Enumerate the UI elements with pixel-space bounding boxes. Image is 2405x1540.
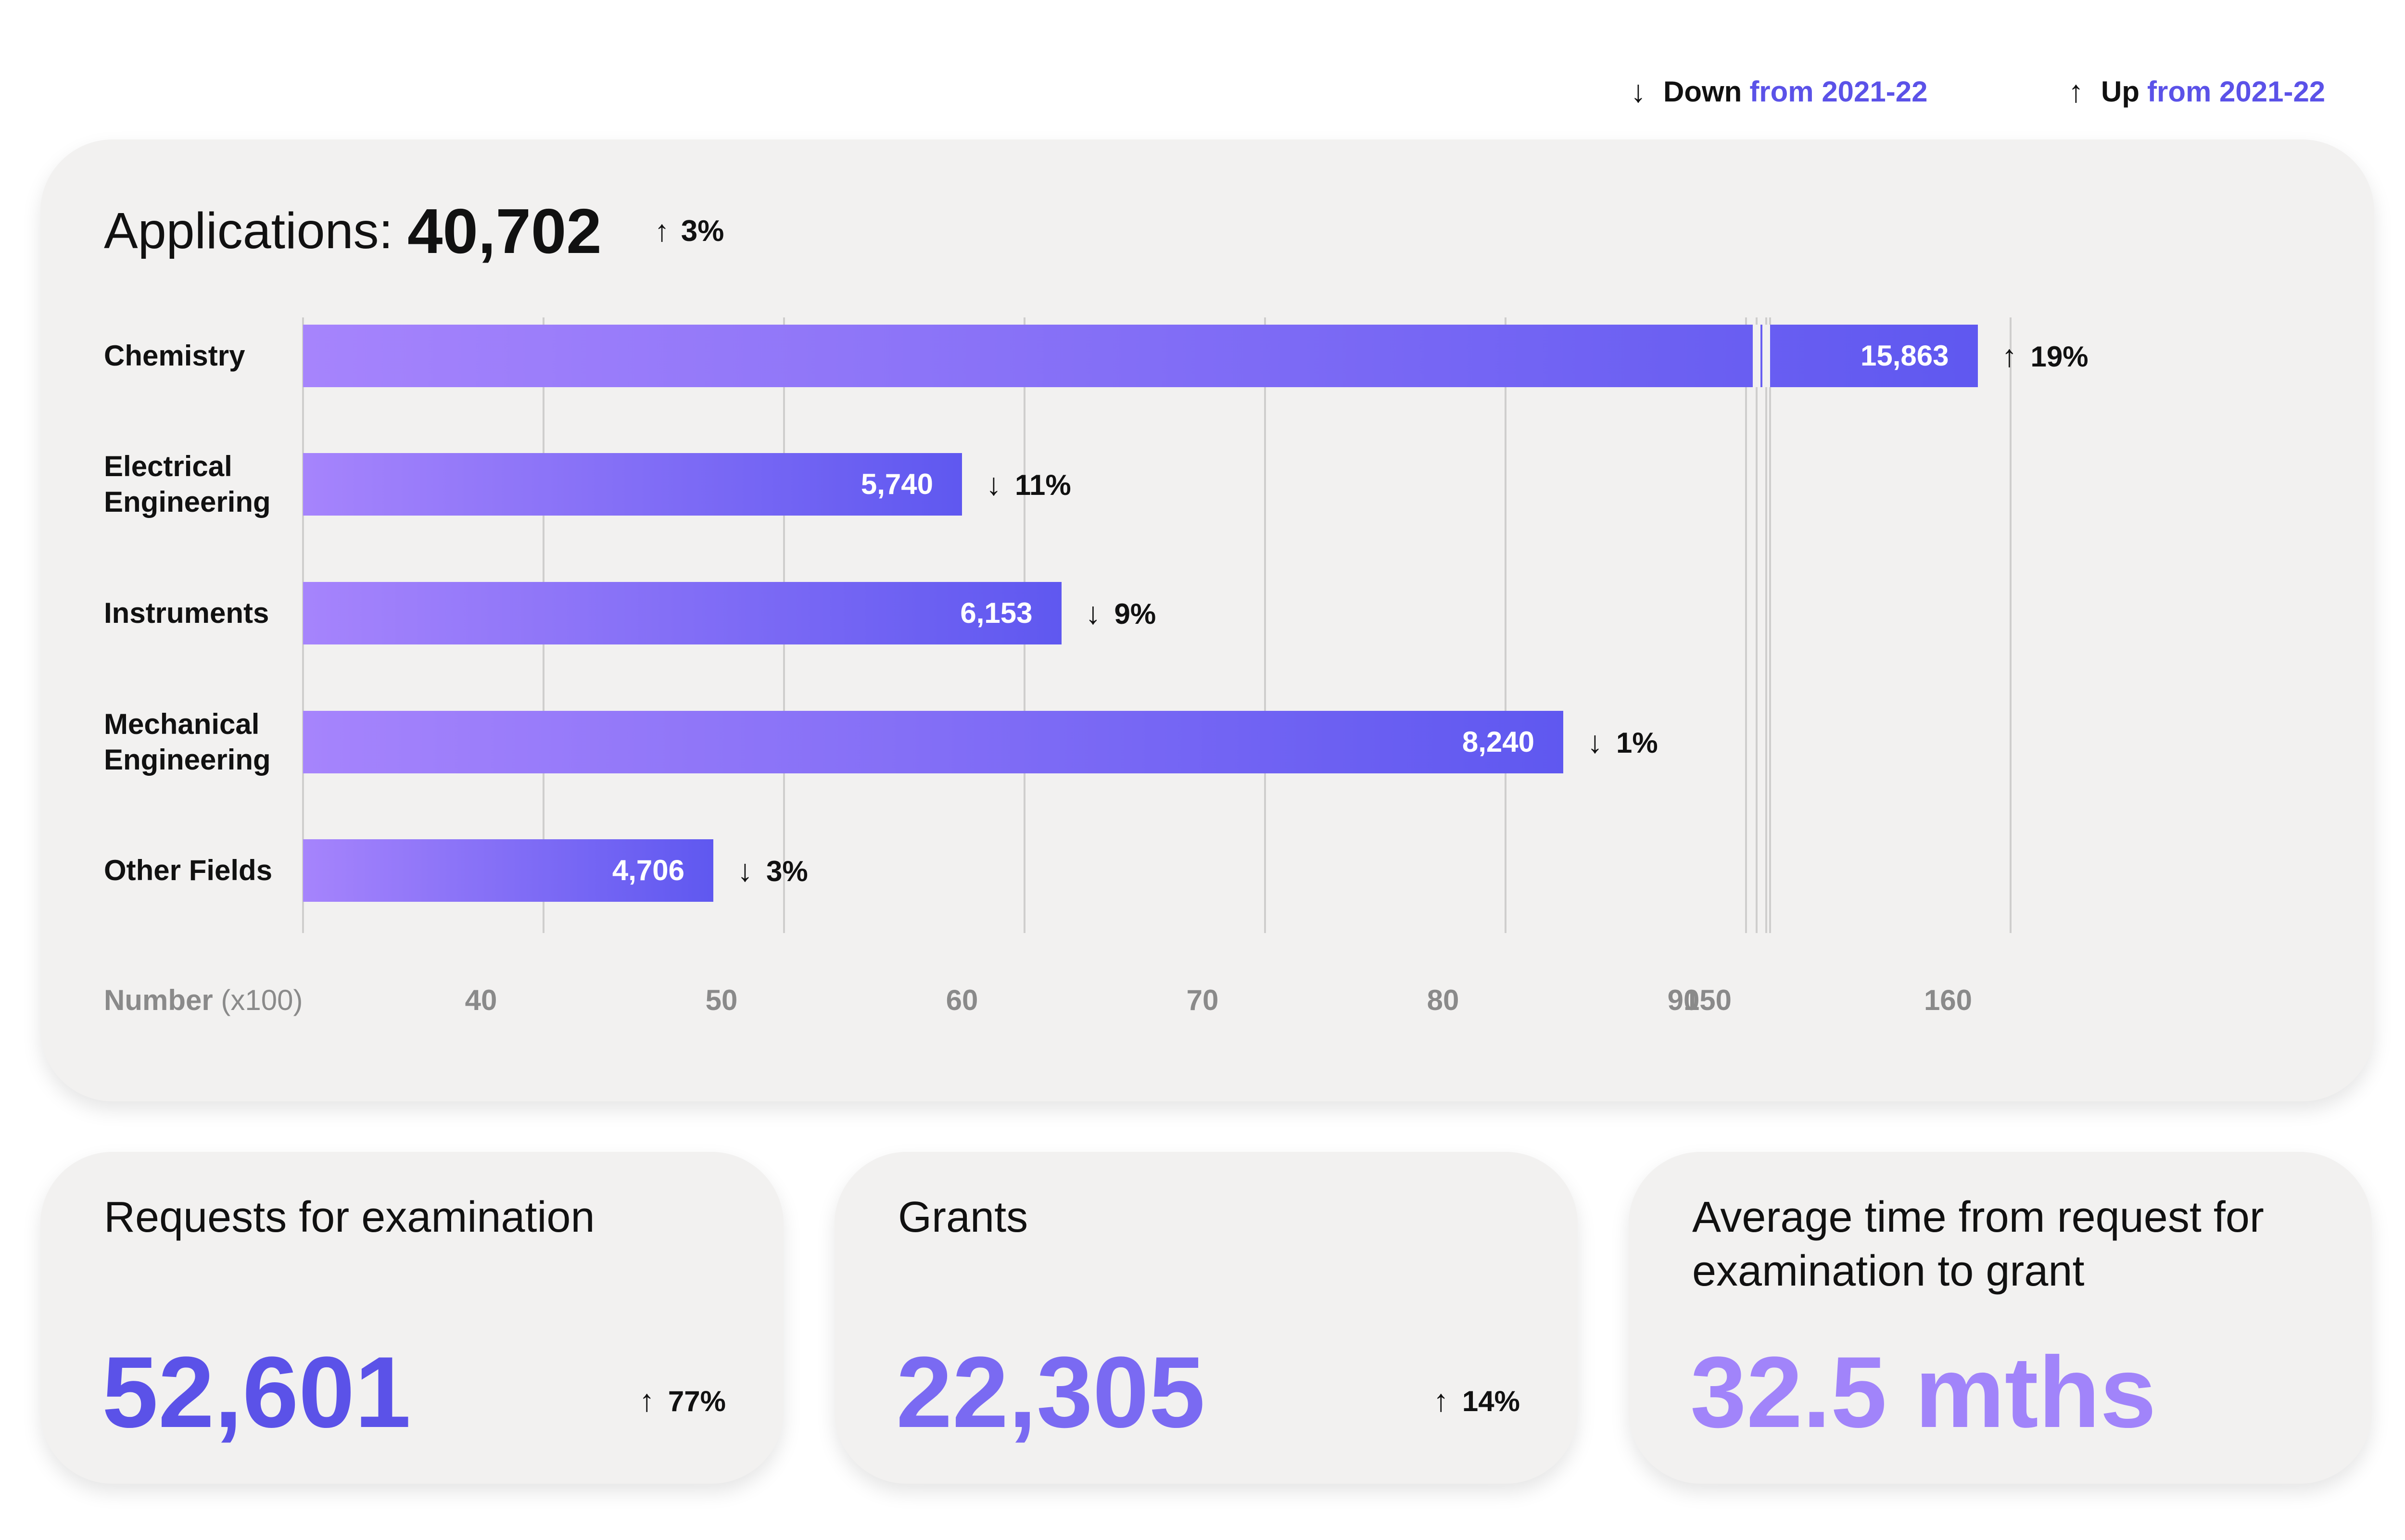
category-label-line: Electrical (104, 450, 232, 482)
category-label: Mechanical Engineering (104, 707, 271, 778)
x-tick-label: 60 (946, 984, 978, 1016)
arrow-down-icon: ↓ (1631, 74, 1646, 109)
x-axis-label-bold: Number (104, 984, 213, 1016)
bar-value-label: 8,240 (1462, 726, 1534, 758)
grants-card: Grants 22,305 ↑ 14% (835, 1152, 1578, 1484)
grid-line (1745, 317, 1747, 933)
grid-line (1505, 317, 1506, 933)
bar-value-label: 5,740 (861, 468, 933, 500)
legend-up: ↑ Up from 2021-22 (2068, 72, 2325, 111)
axis-break-stripe (1762, 325, 1770, 387)
axis-break-stripe (1753, 325, 1760, 387)
category-label: Instruments (104, 595, 269, 631)
bar-change-label: ↓ 1% (1587, 711, 1658, 773)
requests-value: 52,601 (102, 1336, 411, 1449)
grid-line (1756, 317, 1758, 933)
legend-up-label: Up (2101, 75, 2139, 108)
legend-down: ↓ Down from 2021-22 (1631, 72, 1928, 111)
grants-change: ↑ 14% (1433, 1383, 1520, 1418)
arrow-down-icon: ↓ (986, 467, 1001, 502)
x-tick-label: 40 (465, 984, 497, 1016)
x-tick-label: 90 (1667, 984, 1700, 1016)
applications-heading: Applications: 40,702 ↑ 3% (104, 192, 724, 269)
applications-value: 40,702 (407, 195, 602, 266)
grants-value: 22,305 (896, 1336, 1205, 1449)
bar (303, 839, 713, 902)
average-time-value: 32.5 mths (1690, 1336, 2156, 1449)
category-label-line: Engineering (104, 744, 271, 776)
category-label-line: Instruments (104, 597, 269, 629)
average-time-card: Average time from request for examinatio… (1629, 1152, 2372, 1484)
arrow-down-icon: ↓ (737, 853, 753, 888)
bar-change-value: 9% (1114, 598, 1156, 630)
arrow-up-icon: ↑ (2001, 339, 2017, 373)
bar-change-value: 19% (2030, 341, 2089, 373)
bar (303, 711, 1563, 773)
applications-card: Applications: 40,702 ↑ 3% 40 50 60 70 80 90 150… (40, 139, 2374, 1101)
bar-change-value: 3% (766, 855, 808, 887)
bar (303, 582, 1062, 644)
arrow-up-icon: ↑ (2068, 74, 2084, 109)
bar (303, 453, 962, 516)
grid-line (1765, 317, 1767, 933)
category-label-line: Mechanical (104, 708, 260, 740)
legend-down-label: Down (1663, 75, 1742, 108)
requests-card: Requests for examination 52,601 ↑ 77% (40, 1152, 784, 1484)
grid-line (1264, 317, 1266, 933)
grants-title: Grants (898, 1193, 1028, 1241)
bar-value-label: 6,153 (960, 597, 1033, 629)
x-tick-label: 80 (1427, 984, 1459, 1016)
arrow-up-icon: ↑ (654, 214, 670, 248)
arrow-down-icon: ↓ (1587, 725, 1603, 759)
bar-change-value: 1% (1616, 727, 1658, 759)
requests-title: Requests for examination (104, 1193, 595, 1241)
x-tick-label: 150 (1683, 984, 1732, 1016)
bar-change-label: ↓ 3% (737, 839, 808, 902)
x-tick-label: 70 (1186, 984, 1219, 1016)
grid-line (2010, 317, 2012, 933)
average-time-title: Average time from request for examinatio… (1692, 1193, 2264, 1295)
arrow-down-icon: ↓ (1085, 596, 1101, 631)
category-label: Electrical Engineering (104, 449, 271, 520)
arrow-up-icon: ↑ (1433, 1383, 1449, 1418)
x-tick-label: 50 (705, 984, 738, 1016)
arrow-up-icon: ↑ (639, 1383, 655, 1418)
requests-change: ↑ 77% (639, 1383, 726, 1418)
x-axis-label: Number (x100) (104, 984, 303, 1017)
x-tick-label: 160 (1924, 984, 1973, 1016)
grants-change-value: 14% (1462, 1385, 1520, 1417)
applications-change: ↑ 3% (655, 214, 724, 248)
bar-value-label: 15,863 (1860, 340, 1949, 372)
bar-change-value: 11% (1015, 469, 1071, 501)
bar (303, 325, 1978, 387)
requests-change-value: 77% (668, 1385, 726, 1417)
category-label-line: Chemistry (104, 340, 245, 372)
legend-down-from: from 2021-22 (1749, 75, 1928, 108)
x-axis-label-unit: (x100) (221, 984, 303, 1016)
bar-change-label: ↑ 19% (2002, 325, 2089, 387)
category-label: Chemistry (104, 338, 245, 374)
legend-up-from: from 2021-22 (2147, 75, 2326, 108)
grid-line (1769, 317, 1771, 933)
bar-change-label: ↓ 11% (986, 453, 1071, 516)
category-label-line: Engineering (104, 486, 271, 518)
category-label: Other Fields (104, 853, 272, 888)
applications-label: Applications: (104, 202, 393, 259)
bar-change-label: ↓ 9% (1086, 582, 1156, 644)
applications-change-value: 3% (681, 214, 724, 248)
bar-value-label: 4,706 (612, 854, 684, 886)
category-label-line: Other Fields (104, 854, 273, 886)
